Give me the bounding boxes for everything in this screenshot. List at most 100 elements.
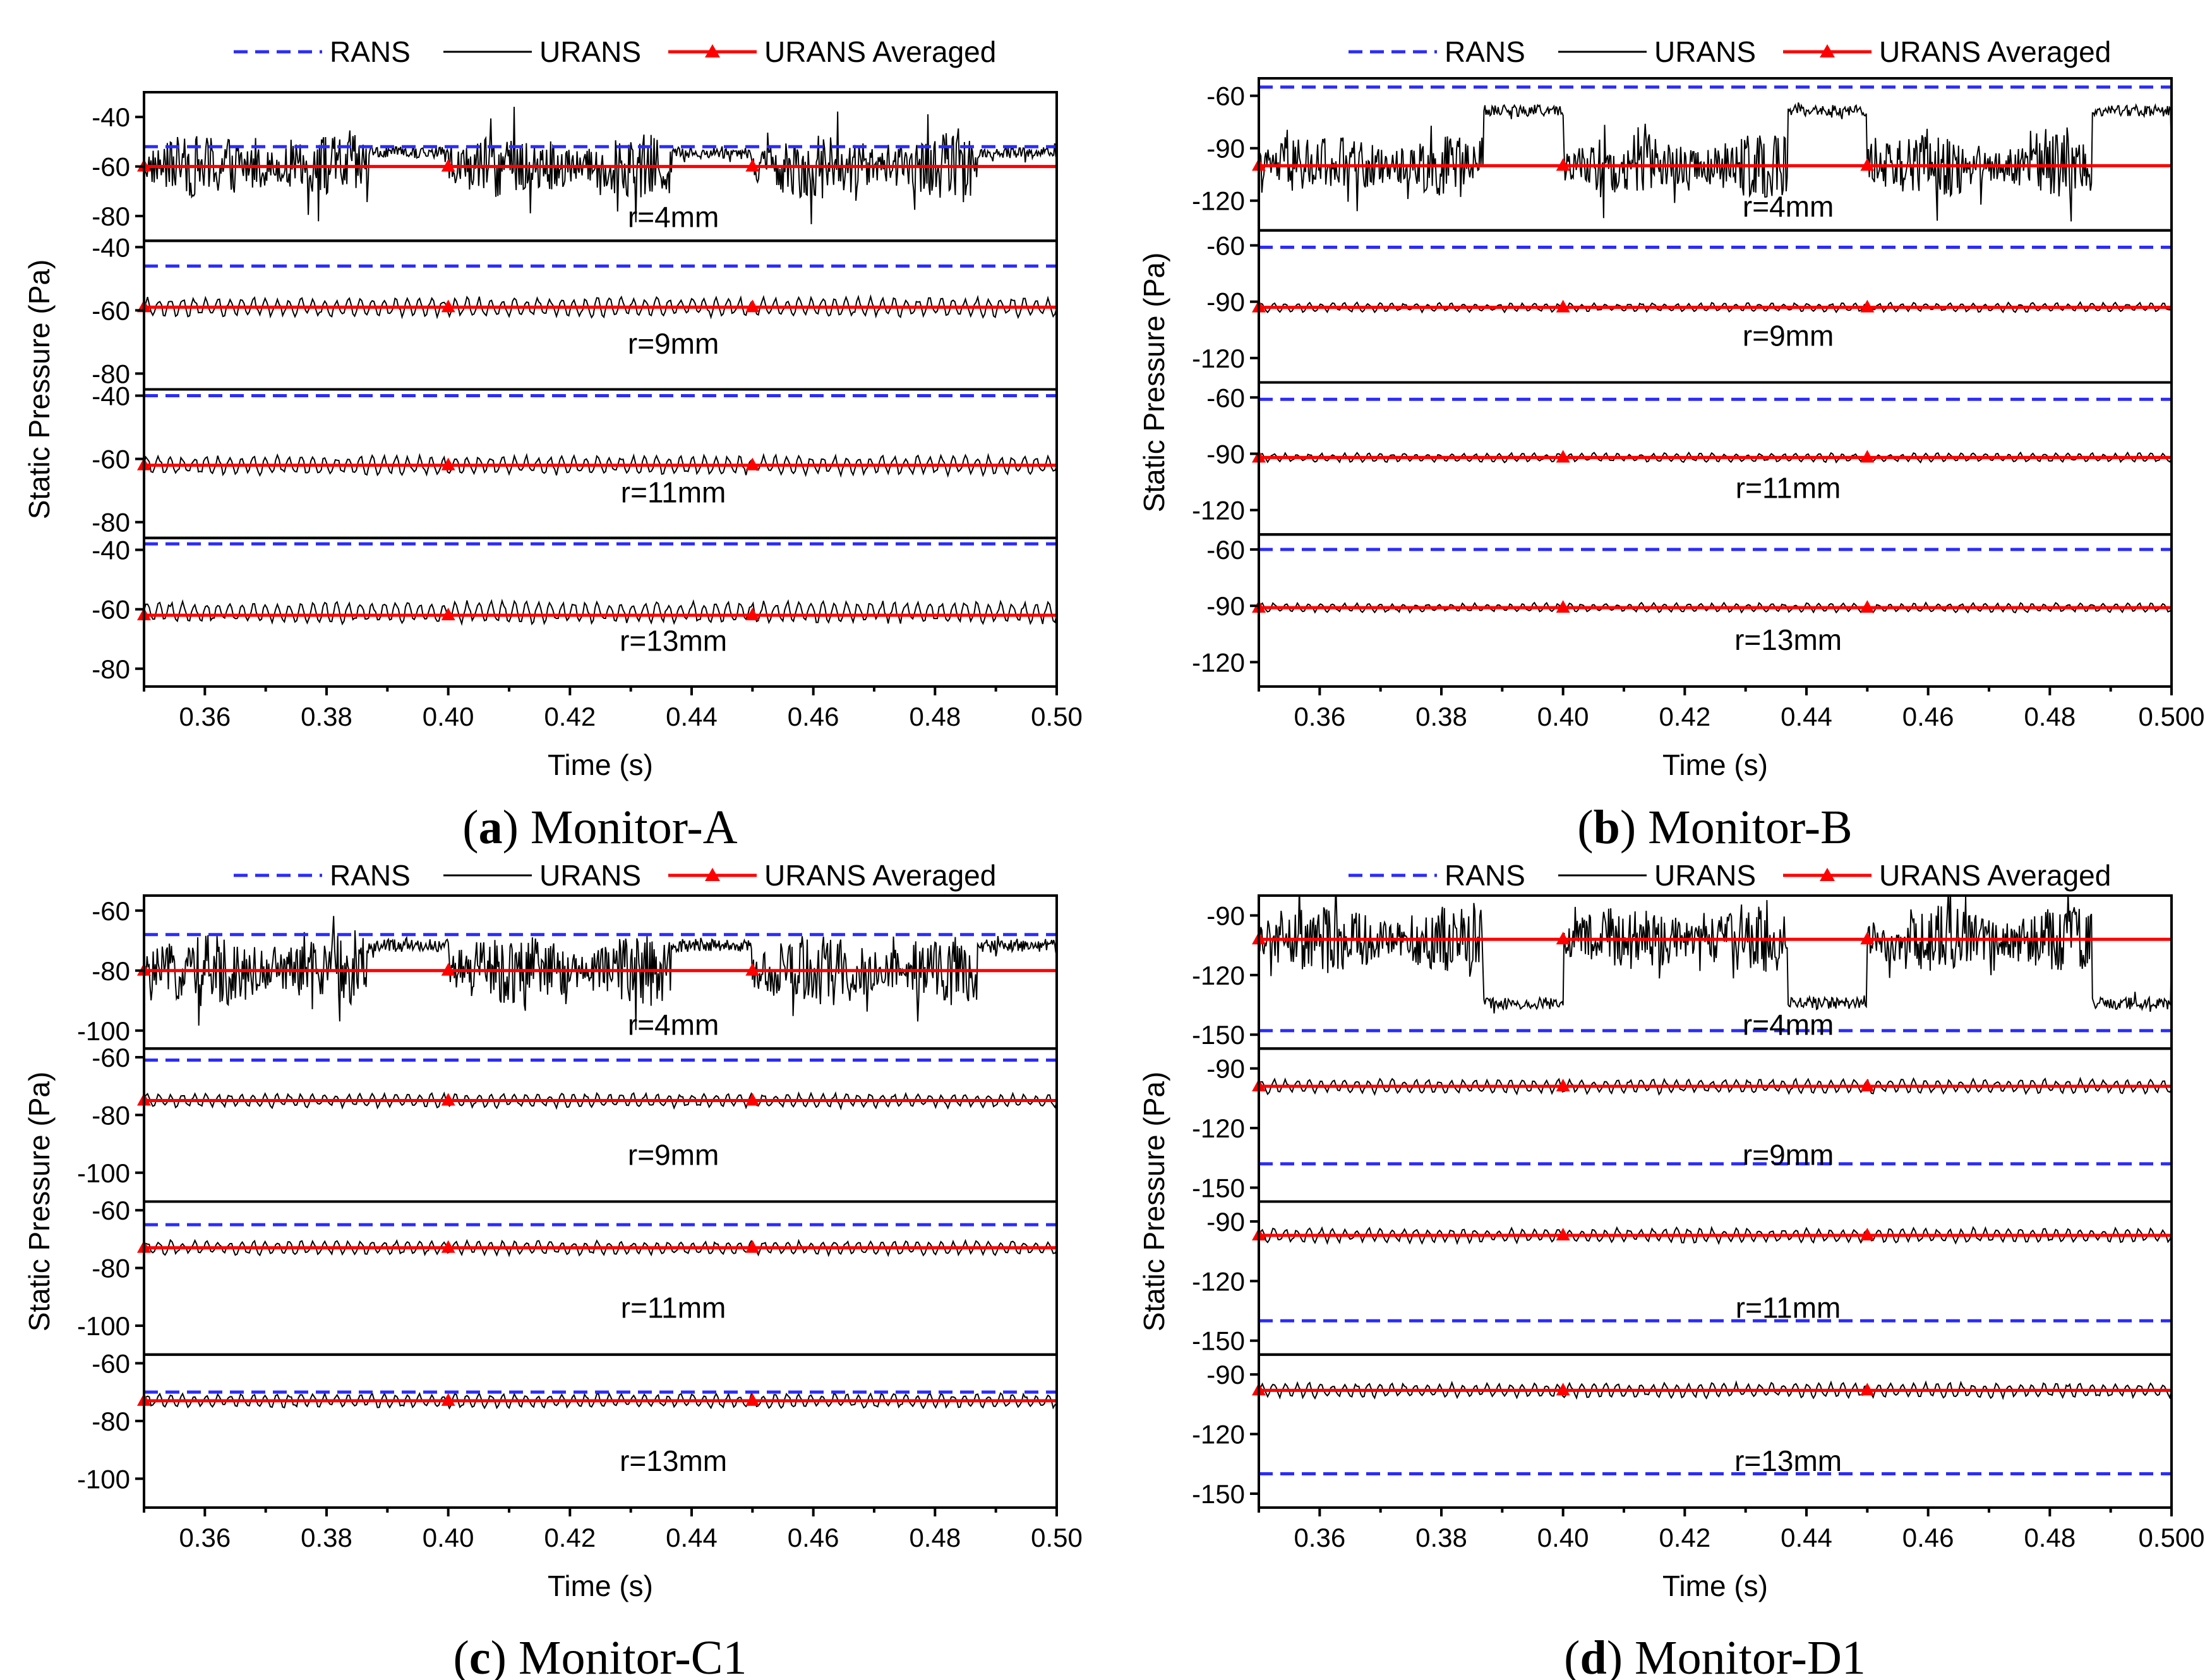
y-tick-label: -60	[92, 445, 130, 474]
y-tick-label: -120	[1192, 1113, 1245, 1143]
x-tick-label: 0.40	[423, 1523, 474, 1552]
chart-c: -60 -80 -100 r=4mm -60 -80 -100 r=9mm -60 -80 -100…	[23, 894, 1083, 1680]
figure-caption: (d) Monitor-D1	[1564, 1631, 1866, 1680]
averaged-marker	[745, 1093, 760, 1106]
panel-label: r=4mm	[1743, 190, 1834, 223]
averaged-marker	[1860, 1383, 1875, 1396]
averaged-marker	[745, 1240, 760, 1253]
y-tick-label: -40	[92, 102, 130, 132]
legend-urans-label: URANS	[1654, 859, 1756, 892]
y-tick-label: -60	[92, 1043, 130, 1072]
y-tick-label: -80	[92, 201, 130, 231]
panel-r=9mm: -90 -120 -150 r=9mm	[1192, 1047, 2173, 1203]
panel-r=13mm: -60 -90 -120 r=13mm	[1192, 533, 2173, 688]
panel-frame	[143, 239, 1058, 391]
x-tick-label: 0.50	[1031, 1523, 1083, 1552]
x-tick-label: 0.42	[1659, 1523, 1710, 1552]
panel-r=11mm: -60 -90 -120 r=11mm	[1192, 381, 2173, 536]
legend-rans-label: RANS	[1445, 35, 1525, 68]
averaged-marker	[745, 457, 760, 471]
y-tick-label: -90	[1206, 439, 1245, 469]
y-tick-label: -60	[1206, 231, 1245, 261]
figure-caption: (a) Monitor-A	[462, 801, 738, 854]
panel-frame	[143, 1047, 1058, 1203]
panel-label: r=9mm	[1743, 320, 1834, 352]
y-tick-label: -60	[92, 595, 130, 625]
y-tick-label: -80	[92, 508, 130, 537]
averaged-marker	[1556, 1079, 1570, 1092]
panel-r=4mm: -90 -120 -150 r=4mm	[1192, 894, 2173, 1050]
panel-label: r=13mm	[620, 625, 727, 657]
averaged-marker	[745, 1393, 760, 1406]
legend-averaged-marker	[1820, 44, 1835, 57]
x-tick-label: 0.38	[1415, 702, 1467, 731]
y-tick-label: -60	[1206, 81, 1245, 111]
averaged-marker	[441, 1393, 455, 1406]
panel-r=4mm: -40 -60 -80 r=4mm	[92, 91, 1058, 243]
panel-r=11mm: -60 -80 -100 r=11mm	[77, 1196, 1058, 1356]
y-tick-label: -90	[1206, 901, 1245, 930]
x-tick-label: 0.38	[301, 702, 352, 731]
x-tick-label: 0.44	[666, 702, 718, 731]
y-tick-label: -100	[77, 1158, 130, 1188]
y-tick-label: -60	[92, 1348, 130, 1378]
legend-rans-label: RANS	[330, 35, 411, 68]
x-tick-label: 0.46	[788, 1523, 839, 1552]
y-tick-label: -80	[92, 1254, 130, 1283]
panel-label: r=4mm	[1743, 1008, 1834, 1041]
y-tick-label: -40	[92, 232, 130, 262]
averaged-marker	[745, 963, 760, 976]
urans-series	[144, 452, 1057, 478]
panel-frame	[1258, 1200, 2173, 1356]
y-tick-label: -100	[77, 1016, 130, 1046]
panel-r=9mm: -40 -60 -80 r=9mm	[92, 232, 1058, 391]
y-tick-label: -40	[92, 536, 130, 565]
panel-r=13mm: -40 -60 -80 r=13mm	[92, 536, 1058, 688]
y-axis-label: Static Pressure (Pa)	[23, 1072, 56, 1332]
averaged-marker	[1556, 299, 1570, 313]
panel-label: r=11mm	[621, 476, 726, 508]
urans-series	[144, 107, 1057, 225]
legend: RANS URANS URANS Averaged	[234, 35, 996, 68]
x-tick-label: 0.40	[1537, 1523, 1589, 1552]
caption-letter: a	[479, 801, 503, 854]
legend: RANS URANS URANS Averaged	[234, 859, 996, 892]
x-tick-label: 0.500	[2138, 1523, 2204, 1552]
x-tick-label: 0.36	[179, 702, 231, 731]
x-tick-label: 0.48	[2024, 1523, 2076, 1552]
y-tick-label: -100	[77, 1311, 130, 1341]
averaged-marker	[745, 159, 760, 172]
x-tick-label: 0.44	[666, 1523, 718, 1552]
y-tick-label: -120	[1192, 1266, 1245, 1296]
legend-averaged-label: URANS Averaged	[1879, 859, 2111, 892]
averaged-marker	[1556, 158, 1570, 171]
x-axis-label: Time (s)	[548, 748, 653, 781]
urans-series	[1259, 1380, 2172, 1400]
panel-r=4mm: -60 -80 -100 r=4mm	[77, 894, 1058, 1050]
panel-frame	[143, 536, 1058, 688]
averaged-marker	[1556, 1227, 1570, 1240]
panel-r=9mm: -60 -80 -100 r=9mm	[77, 1043, 1058, 1203]
panel-r=13mm: -60 -80 -100 r=13mm	[77, 1348, 1058, 1509]
y-tick-label: -120	[1192, 1420, 1245, 1449]
y-axis-label: Static Pressure (Pa)	[1138, 253, 1170, 513]
y-tick-label: -150	[1192, 1173, 1245, 1203]
legend: RANS URANS URANS Averaged	[1349, 859, 2111, 892]
x-tick-label: 0.40	[423, 702, 474, 731]
y-tick-label: -90	[1206, 1360, 1245, 1389]
panel-label: r=4mm	[628, 200, 719, 233]
y-tick-label: -90	[1206, 1054, 1245, 1084]
averaged-marker	[1860, 1227, 1875, 1240]
y-tick-label: -40	[92, 381, 130, 411]
legend-rans-label: RANS	[1445, 859, 1525, 892]
x-tick-label: 0.38	[301, 1523, 352, 1552]
averaged-marker	[1556, 1383, 1570, 1396]
averaged-marker	[745, 299, 760, 313]
x-tick-label: 0.40	[1537, 702, 1589, 731]
figure-caption: (b) Monitor-B	[1577, 801, 1853, 854]
panel-label: r=13mm	[1734, 623, 1842, 656]
panel-label: r=9mm	[628, 327, 719, 360]
x-axis-label: Time (s)	[1662, 748, 1768, 781]
x-tick-label: 0.36	[1294, 702, 1345, 731]
